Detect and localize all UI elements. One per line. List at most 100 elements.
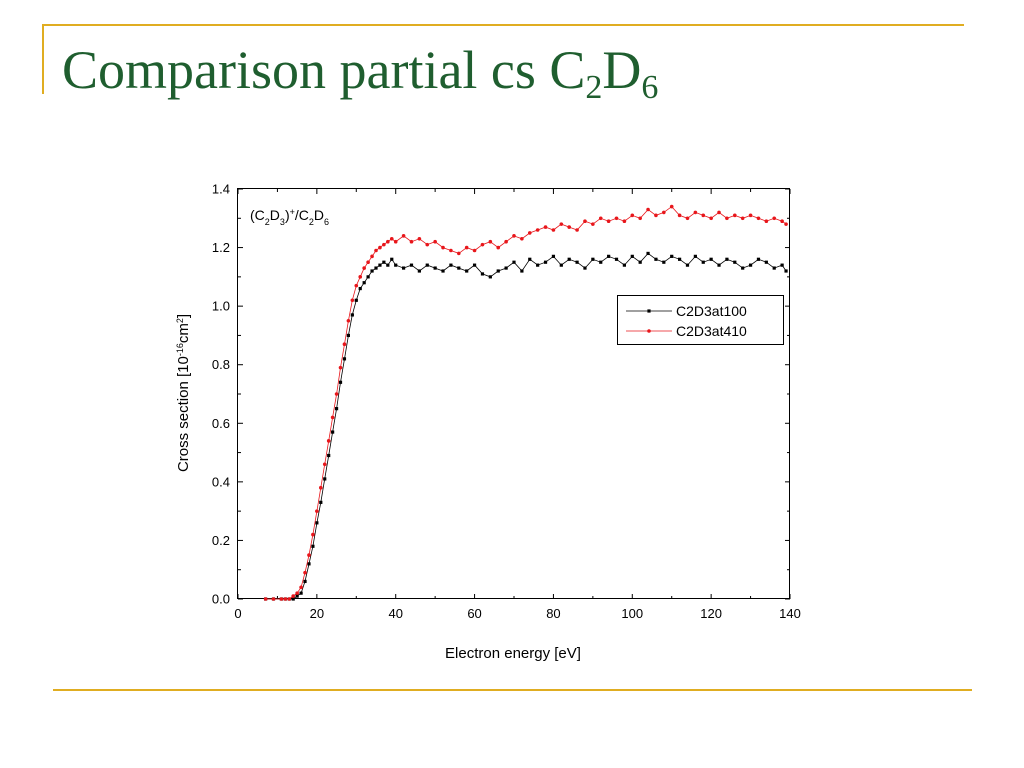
series-layer bbox=[263, 204, 788, 601]
data-point bbox=[299, 585, 303, 590]
data-point bbox=[614, 257, 619, 261]
data-point bbox=[575, 228, 579, 232]
data-point bbox=[464, 245, 469, 250]
text-part: Cross section [10 bbox=[175, 356, 192, 472]
data-point bbox=[583, 219, 587, 224]
data-point bbox=[646, 251, 650, 256]
data-point bbox=[374, 266, 378, 270]
data-point bbox=[654, 213, 658, 218]
legend-label: C2D3at100 bbox=[676, 303, 747, 319]
data-point bbox=[315, 509, 319, 513]
data-point bbox=[583, 266, 587, 270]
text-part: /C bbox=[295, 207, 309, 223]
data-point bbox=[417, 236, 422, 241]
data-point bbox=[780, 263, 784, 267]
title-mid: D bbox=[602, 40, 642, 100]
legend-label: C2D3at410 bbox=[676, 323, 747, 339]
data-point bbox=[717, 210, 721, 215]
data-point bbox=[630, 254, 634, 258]
data-point bbox=[409, 263, 414, 267]
data-point bbox=[678, 257, 682, 261]
data-point bbox=[740, 216, 745, 221]
data-point bbox=[366, 275, 370, 279]
y-tick-label: 0.4 bbox=[212, 474, 230, 489]
data-point bbox=[311, 532, 315, 537]
data-point bbox=[441, 269, 445, 273]
data-point bbox=[334, 407, 339, 411]
data-point bbox=[551, 228, 556, 232]
data-point bbox=[559, 222, 564, 226]
data-point bbox=[709, 216, 713, 221]
data-point bbox=[669, 204, 674, 209]
data-point bbox=[591, 257, 595, 261]
data-point bbox=[263, 597, 268, 601]
data-point bbox=[350, 298, 355, 303]
data-point bbox=[630, 213, 635, 218]
data-point bbox=[520, 236, 524, 241]
x-tick-label: 100 bbox=[621, 606, 643, 621]
data-point bbox=[488, 239, 493, 244]
superscript: -16 bbox=[175, 343, 185, 356]
data-point bbox=[311, 544, 315, 548]
data-point bbox=[543, 225, 548, 229]
data-point bbox=[622, 263, 626, 267]
data-point bbox=[393, 239, 398, 244]
data-point bbox=[465, 269, 469, 273]
data-point bbox=[401, 234, 406, 238]
data-point bbox=[488, 275, 492, 279]
data-point bbox=[303, 570, 307, 575]
data-point bbox=[772, 216, 777, 221]
data-point bbox=[567, 257, 571, 261]
data-point bbox=[346, 318, 351, 323]
data-point bbox=[425, 263, 429, 267]
data-point bbox=[741, 266, 745, 270]
data-point bbox=[295, 594, 299, 598]
data-point bbox=[378, 245, 382, 250]
data-point bbox=[342, 342, 347, 347]
y-tick-label: 0.6 bbox=[212, 416, 230, 431]
data-point bbox=[784, 269, 788, 273]
data-point bbox=[315, 521, 319, 525]
data-point bbox=[441, 245, 445, 250]
text-part: D bbox=[270, 207, 280, 223]
y-tick-label: 1.0 bbox=[212, 299, 230, 314]
data-point bbox=[725, 216, 729, 221]
data-point bbox=[291, 597, 295, 601]
data-point bbox=[748, 213, 753, 218]
data-point bbox=[378, 263, 382, 267]
accent-line-left bbox=[42, 24, 44, 94]
data-point bbox=[271, 597, 276, 601]
data-point bbox=[693, 254, 697, 258]
data-point bbox=[366, 260, 370, 265]
data-point bbox=[504, 266, 508, 270]
data-point bbox=[677, 213, 682, 218]
text-part: (C bbox=[250, 207, 265, 223]
accent-line-top bbox=[42, 24, 964, 26]
data-point bbox=[756, 257, 761, 261]
plot-frame bbox=[237, 188, 790, 599]
data-point bbox=[480, 242, 485, 247]
series-line bbox=[265, 252, 787, 600]
data-point bbox=[370, 254, 374, 259]
data-point bbox=[725, 257, 729, 261]
data-point bbox=[382, 260, 386, 264]
axis-ticks bbox=[237, 188, 791, 600]
data-point bbox=[417, 269, 421, 273]
data-point bbox=[338, 380, 343, 384]
text-part: cm bbox=[175, 323, 192, 343]
superscript: + bbox=[290, 207, 295, 217]
data-point bbox=[322, 462, 327, 467]
data-point bbox=[496, 269, 500, 273]
accent-line-bottom bbox=[53, 689, 972, 691]
data-point bbox=[528, 257, 532, 261]
data-point bbox=[607, 254, 611, 258]
data-point bbox=[646, 207, 650, 212]
data-point bbox=[717, 263, 721, 267]
data-point bbox=[701, 213, 706, 218]
data-point bbox=[295, 591, 299, 595]
data-point bbox=[457, 251, 461, 256]
data-point bbox=[358, 286, 362, 291]
data-point bbox=[598, 216, 603, 221]
data-point bbox=[764, 260, 768, 264]
